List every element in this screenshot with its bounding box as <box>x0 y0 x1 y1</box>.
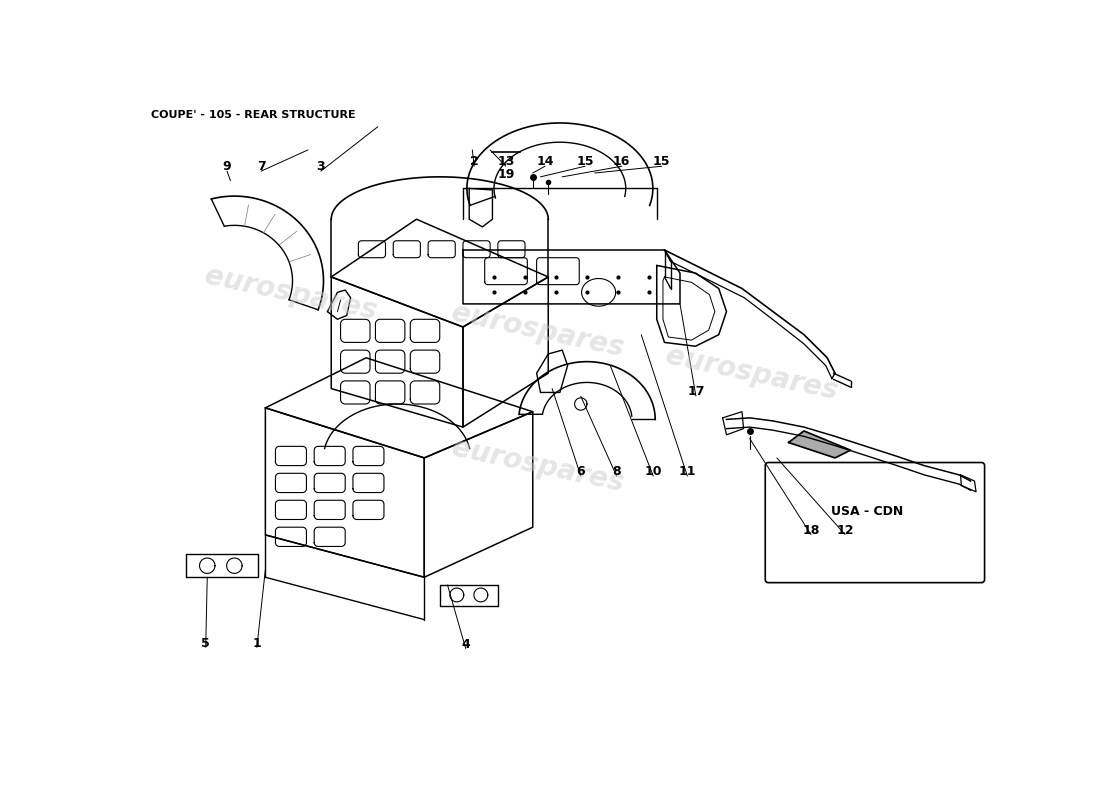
Text: 17: 17 <box>688 385 705 398</box>
Text: 15: 15 <box>653 155 671 169</box>
Text: eurospares: eurospares <box>202 261 380 325</box>
Text: 15: 15 <box>576 155 594 169</box>
Text: eurospares: eurospares <box>662 342 840 405</box>
Text: 12: 12 <box>836 524 854 537</box>
Text: 4: 4 <box>461 638 470 650</box>
Text: 7: 7 <box>256 160 265 174</box>
Text: 2: 2 <box>470 155 478 169</box>
Text: 14: 14 <box>536 155 553 169</box>
Text: 5: 5 <box>201 637 210 650</box>
Text: 1: 1 <box>253 637 261 650</box>
Text: 3: 3 <box>317 160 326 174</box>
Text: eurospares: eurospares <box>450 298 627 362</box>
Text: COUPE' - 105 - REAR STRUCTURE: COUPE' - 105 - REAR STRUCTURE <box>152 110 356 120</box>
Text: 16: 16 <box>613 155 630 169</box>
Text: 11: 11 <box>679 466 696 478</box>
Text: 10: 10 <box>645 466 662 478</box>
Text: 9: 9 <box>222 160 231 174</box>
Text: eurospares: eurospares <box>450 434 627 498</box>
Text: 13: 13 <box>497 155 515 169</box>
Text: 6: 6 <box>576 466 585 478</box>
Text: 8: 8 <box>613 466 620 478</box>
Text: 19: 19 <box>497 168 515 181</box>
FancyBboxPatch shape <box>766 462 984 582</box>
Text: 18: 18 <box>802 524 820 537</box>
Text: USA - CDN: USA - CDN <box>832 506 903 518</box>
Polygon shape <box>789 431 850 458</box>
